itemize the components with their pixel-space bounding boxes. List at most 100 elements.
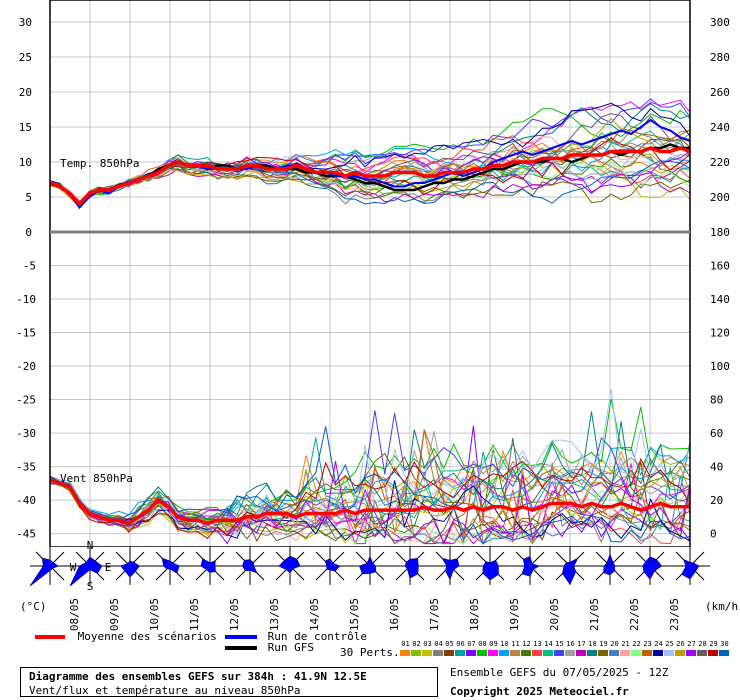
pert-swatch-11 [510,650,520,656]
pert-number-21: 21 [621,640,630,648]
xtick-08/05: 08/05 [68,598,81,631]
wind-member-19 [49,452,691,534]
wind-member-15 [49,410,691,531]
pert-number-16: 16 [566,640,575,648]
wind-ytick-right: 80 [710,394,723,407]
pert-number-24: 24 [654,640,663,648]
footer-title-box: Diagramme des ensembles GEFS sur 384h : … [20,667,438,697]
pert-swatch-22 [631,650,641,656]
temp-ytick-left: 20 [19,86,32,99]
xtick-10/05: 10/05 [148,598,161,631]
temp-ytick-right: 240 [710,121,730,134]
xtick-20/05: 20/05 [548,598,561,631]
pert-number-13: 13 [533,640,542,648]
xtick-12/05: 12/05 [228,598,241,631]
pert-number-10: 10 [500,640,509,648]
wind-member-30 [49,426,691,545]
temp-ytick-left: 15 [19,121,32,134]
wind-mean-line [49,478,690,526]
legend-control-label: Run de contrôle [267,630,367,643]
wind-ytick-right: 60 [710,427,723,440]
pert-number-15: 15 [555,640,564,648]
xtick-14/05: 14/05 [308,598,321,631]
pert-swatch-04 [433,650,443,656]
temp-member-13 [49,135,691,202]
wind-rose-6 [242,559,258,574]
temp-ytick-left: 10 [19,156,32,169]
wind-ytick-right: 120 [710,327,730,340]
pert-number-01: 01 [401,640,410,648]
pert-number-06: 06 [456,640,465,648]
temp-ytick-right: 300 [710,16,730,29]
pert-swatch-29 [708,650,718,656]
pert-swatch-02 [411,650,421,656]
xtick-16/05: 16/05 [388,598,401,631]
rose-dir-e: E [105,561,112,574]
pert-swatch-17 [576,650,586,656]
wind-rose-4 [161,557,180,574]
wind-ytick-right: 100 [710,360,730,373]
pert-number-12: 12 [522,640,531,648]
legend-control: Run de contrôle [225,630,367,643]
wind-ytick-left: -5 [23,260,36,273]
xtick-15/05: 15/05 [348,598,361,631]
pert-number-28: 28 [698,640,707,648]
pert-number-25: 25 [665,640,674,648]
temp-ytick-left: 25 [19,51,32,64]
temp-ytick-left: 5 [25,191,32,204]
legend-gfs-label: Run GFS [267,641,314,654]
pert-swatch-23 [642,650,652,656]
wind-rose-9 [359,555,377,575]
pert-swatch-01 [400,650,410,656]
xtick-23/05: 23/05 [668,598,681,631]
wind-ytick-right: 140 [710,293,730,306]
footer-copyright: Copyright 2025 Meteociel.fr [450,685,629,698]
pert-number-29: 29 [709,640,718,648]
pert-swatch-21 [620,650,630,656]
pert-swatch-19 [598,650,608,656]
temp-mean-line [49,146,691,207]
legend-mean-label: Moyenne des scénarios [77,630,217,643]
wind-ytick-left: -35 [16,461,36,474]
pert-swatch-28 [697,650,707,656]
wind-ytick-left: -40 [16,494,36,507]
pert-swatch-12 [521,650,531,656]
temp-member-21 [49,135,691,209]
pert-swatch-09 [488,650,498,656]
pert-swatch-30 [719,650,729,656]
pert-swatch-20 [609,650,619,656]
wind-rose-16 [642,556,663,580]
wind-rose-11 [441,557,460,581]
pert-number-03: 03 [423,640,432,648]
wind-ytick-left: -10 [16,293,36,306]
legend-perts: 30 Perts. [340,646,400,659]
pert-swatch-13 [532,650,542,656]
wind-ytick-right: 0 [710,528,717,541]
panel-label-wind: Vent 850hPa [60,472,133,485]
wind-rose-10 [404,558,419,579]
pert-number-23: 23 [643,640,652,648]
temp-ytick-right: 180 [710,226,730,239]
pert-number-22: 22 [632,640,641,648]
wind-rose-7 [278,555,301,574]
panel-label-temp: Temp. 850hPa [60,157,139,170]
pert-number-14: 14 [544,640,553,648]
wind-member-29 [49,457,691,540]
pert-swatch-14 [543,650,553,656]
pert-swatch-15 [554,650,564,656]
wind-member-28 [49,437,691,545]
wind-rose-13 [521,555,541,577]
pert-swatch-24 [653,650,663,656]
wind-member-23 [49,429,691,532]
rose-dir-s: S [87,580,94,593]
wind-ytick-left: -25 [16,394,36,407]
pert-swatch-25 [664,650,674,656]
pert-swatch-27 [686,650,696,656]
units-left: (°C) [20,600,47,613]
rose-dir-n: N [87,539,94,552]
xtick-13/05: 13/05 [268,598,281,631]
pert-number-18: 18 [588,640,597,648]
xtick-09/05: 09/05 [108,598,121,631]
pert-number-19: 19 [599,640,608,648]
